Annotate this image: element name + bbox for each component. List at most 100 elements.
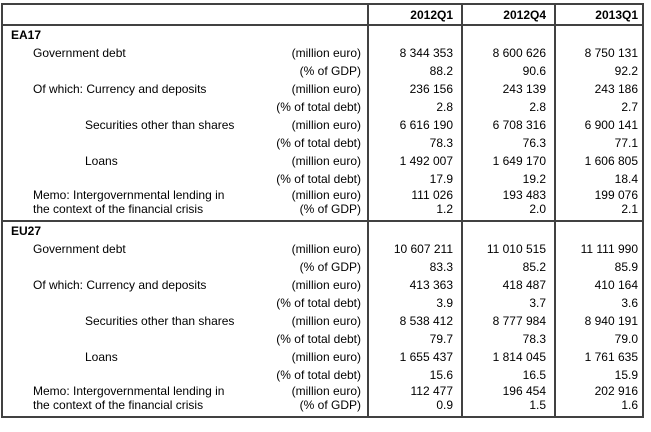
row-unit: (million euro) (291, 118, 361, 132)
value-cell: 1 649 170 (461, 152, 555, 170)
value-cell: 79.7 (367, 330, 462, 348)
value-cell: 3.7 (461, 294, 555, 312)
value-cell: 15.9 (554, 366, 643, 384)
value-cell: 88.2 (367, 62, 462, 80)
value-cell: 85.9 (554, 258, 643, 276)
spacer-cell (238, 412, 368, 417)
row-label (2, 134, 238, 152)
row-unit: (% of GDP) (299, 260, 361, 274)
value-cell: 1 492 007 (367, 152, 462, 170)
data-row: the context of the financial crisis (% of… (2, 398, 643, 412)
value-cell: 2.7 (554, 98, 643, 116)
spacer-cell (461, 412, 555, 417)
value-cell: 76.3 (461, 134, 555, 152)
row-label (2, 258, 238, 276)
row-unit: (million euro) (291, 154, 361, 168)
value-cell: 202 916 (554, 384, 643, 398)
value-cell: 79.0 (554, 330, 643, 348)
row-label (2, 170, 238, 188)
row-label (2, 98, 238, 116)
row-label (2, 366, 238, 384)
section-spacer-row (2, 412, 643, 417)
row-unit: (million euro) (291, 350, 361, 364)
value-cell: 17.9 (367, 170, 462, 188)
header-row: 2012Q1 2012Q4 2013Q1 (2, 4, 643, 26)
row-label (2, 330, 238, 348)
value-cell: 10 607 211 (367, 240, 462, 258)
data-row: (% of total debt) 78.3 76.3 77.1 (2, 134, 643, 152)
data-row: Memo: Intergovernmental lending in (milli… (2, 384, 643, 398)
value-cell: 15.6 (367, 366, 462, 384)
spacer-cell (461, 216, 555, 221)
row-unit: (million euro) (291, 242, 361, 256)
empty-value-cell (461, 25, 555, 44)
value-cell: 77.1 (554, 134, 643, 152)
data-row: (% of total debt) 79.7 78.3 79.0 (2, 330, 643, 348)
row-unit: (% of GDP) (299, 202, 361, 216)
data-row: (% of GDP) 88.2 90.6 92.2 (2, 62, 643, 80)
value-cell: 111 026 (367, 188, 462, 202)
value-cell: 8 750 131 (554, 44, 643, 62)
value-cell: 112 477 (367, 384, 462, 398)
value-cell: 1.2 (367, 202, 462, 216)
data-row: Of which: Currency and deposits (million … (2, 276, 643, 294)
empty-value-cell (554, 25, 643, 44)
value-cell: 92.2 (554, 62, 643, 80)
empty-value-cell (367, 25, 462, 44)
empty-value-cell (367, 220, 462, 240)
section-title: EA17 (11, 28, 42, 42)
value-cell: 1.6 (554, 398, 643, 412)
row-label (2, 62, 238, 80)
data-row: Of which: Currency and deposits (million … (2, 80, 643, 98)
value-cell: 236 156 (367, 80, 462, 98)
value-cell: 2.0 (461, 202, 555, 216)
header-empty-cell (2, 4, 368, 26)
value-cell: 418 487 (461, 276, 555, 294)
row-label: Loans (85, 154, 118, 168)
row-label: the context of the financial crisis (33, 398, 204, 412)
row-unit: (million euro) (291, 46, 361, 60)
section-title: EU27 (2, 220, 238, 240)
value-cell: 199 076 (554, 188, 643, 202)
row-label: Of which: Currency and deposits (33, 82, 207, 96)
spacer-cell (2, 412, 238, 417)
row-unit: (million euro) (291, 384, 361, 398)
government-debt-table-container: 2012Q1 2012Q4 2013Q1 EA17 Government debt… (1, 3, 644, 418)
value-cell: 6 900 141 (554, 116, 643, 134)
column-header-2012q4: 2012Q4 (461, 4, 555, 26)
row-unit: (% of total debt) (276, 296, 361, 310)
row-unit: (% of total debt) (276, 136, 361, 150)
value-cell: 6 616 190 (367, 116, 462, 134)
value-cell: 78.3 (367, 134, 462, 152)
row-unit: (% of total debt) (276, 368, 361, 382)
data-row: (% of total debt) 17.9 19.2 18.4 (2, 170, 643, 188)
value-cell: 413 363 (367, 276, 462, 294)
data-row: (% of total debt) 3.9 3.7 3.6 (2, 294, 643, 312)
row-unit: (million euro) (291, 278, 361, 292)
value-cell: 8 600 626 (461, 44, 555, 62)
empty-unit-cell (238, 25, 368, 44)
row-label: Memo: Intergovernmental lending in (33, 384, 225, 398)
row-unit: (million euro) (291, 314, 361, 328)
value-cell: 6 708 316 (461, 116, 555, 134)
value-cell: 90.6 (461, 62, 555, 80)
value-cell: 196 454 (461, 384, 555, 398)
value-cell: 18.4 (554, 170, 643, 188)
value-cell: 11 010 515 (461, 240, 555, 258)
data-row: (% of GDP) 83.3 85.2 85.9 (2, 258, 643, 276)
data-row: Securities other than shares (million eur… (2, 116, 643, 134)
row-label: Government debt (33, 46, 126, 60)
value-cell: 16.5 (461, 366, 555, 384)
row-label: Securities other than shares (85, 314, 235, 328)
row-label: Securities other than shares (85, 118, 235, 132)
row-unit: (% of GDP) (299, 398, 361, 412)
row-unit: (million euro) (291, 82, 361, 96)
value-cell: 3.9 (367, 294, 462, 312)
data-row: the context of the financial crisis (% of… (2, 202, 643, 216)
row-label: Loans (85, 350, 118, 364)
row-unit: (million euro) (291, 188, 361, 202)
value-cell: 1 606 805 (554, 152, 643, 170)
value-cell: 1 761 635 (554, 348, 643, 366)
data-row: (% of total debt) 15.6 16.5 15.9 (2, 366, 643, 384)
